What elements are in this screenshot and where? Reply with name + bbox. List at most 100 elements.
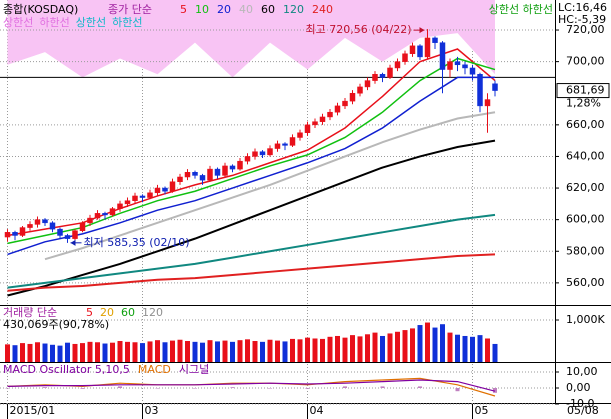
ma-line	[7, 57, 496, 245]
oscillator-bar	[493, 388, 497, 393]
volume-bar	[72, 343, 78, 362]
volume-bar	[395, 331, 400, 362]
annotation: 최저 585,35 (02/10)	[84, 236, 190, 249]
volume-bar	[80, 343, 85, 362]
candle-body	[319, 116, 326, 122]
volume-bar	[170, 340, 175, 362]
oscillator-bar	[43, 387, 47, 388]
candle-body	[57, 228, 63, 236]
ma-line	[7, 253, 496, 292]
candle-body	[349, 92, 356, 102]
candle-body	[364, 80, 371, 88]
candle-body	[27, 224, 33, 228]
candle-body	[342, 100, 348, 107]
legend-label: 20	[217, 3, 231, 16]
volume-bar	[357, 336, 363, 362]
macd-title: MACD Oscillator 5,10,5	[3, 363, 130, 376]
x-tick-label: 04	[310, 404, 324, 417]
ma-line	[7, 139, 496, 297]
last-price-box	[556, 83, 610, 99]
annotation: 최고 720,56 (04/22)	[305, 23, 411, 36]
candle-body	[184, 172, 191, 178]
volume-bar	[117, 341, 123, 362]
y-tick-label: -10,0	[566, 397, 594, 410]
band-label: 하한선	[39, 15, 69, 29]
legend-label: 시그널	[179, 363, 209, 376]
volume-bar	[410, 328, 415, 362]
candle-body	[252, 151, 258, 157]
legend-label: 5	[86, 306, 93, 319]
candle-body	[394, 61, 401, 69]
candle-body	[454, 61, 461, 66]
legend-label: 60	[261, 3, 275, 16]
candle-body	[199, 175, 206, 181]
volume-bar	[222, 340, 228, 362]
candle-body	[222, 165, 228, 176]
volume-bar	[185, 341, 190, 362]
band-label: 상한선	[76, 16, 106, 29]
y-tick-label: 10,00	[566, 365, 598, 378]
volume-bar	[147, 341, 153, 362]
volume-bar	[177, 339, 183, 362]
volume-last: 430,069주(90,78%)	[3, 318, 109, 331]
candle-body	[132, 195, 138, 201]
volume-bar	[192, 341, 198, 362]
ma-label: 종가 단순	[108, 3, 152, 16]
candle-body	[439, 42, 446, 70]
legend-label: 10	[195, 3, 209, 16]
oscillator-bar	[305, 388, 310, 389]
candle-body	[372, 74, 378, 81]
y-tick-label: 1,000K	[566, 313, 605, 326]
candle-body	[214, 168, 221, 176]
candle-body	[169, 181, 176, 192]
volume-bar	[140, 343, 145, 362]
volume-bar	[87, 341, 93, 362]
volume-bar	[492, 343, 498, 362]
legend-label: 120	[283, 3, 304, 16]
volume-bar	[327, 336, 333, 362]
y-tick-label: 700,00	[566, 55, 605, 68]
volume-bar	[110, 342, 115, 362]
y-tick-label: 620,00	[566, 181, 605, 194]
ma-line	[7, 76, 495, 256]
candle-body	[447, 61, 453, 70]
volume-bar	[365, 334, 370, 362]
y-tick-label: 640,00	[566, 149, 605, 162]
candle-body	[379, 74, 386, 78]
band-label: 상한선 하한선	[489, 2, 553, 16]
candle-body	[124, 200, 131, 205]
oscillator-bar	[118, 386, 122, 388]
volume-bar	[335, 335, 340, 362]
y-tick-label: 660,00	[566, 118, 605, 131]
candle-body	[87, 217, 93, 224]
oscillator-bar	[418, 386, 422, 388]
candle-body	[334, 105, 341, 113]
volume-bar	[252, 341, 258, 362]
candle-body	[102, 213, 108, 216]
volume-bar	[312, 338, 318, 362]
volume-bar	[132, 342, 138, 362]
legend-label: 5	[180, 3, 187, 16]
candle-body	[42, 219, 48, 224]
volume-bar	[432, 327, 438, 362]
volume-bar	[402, 330, 408, 362]
volume-bar	[485, 338, 490, 362]
volume-bar	[245, 339, 250, 362]
candle-body	[327, 111, 333, 118]
volume-bar	[267, 339, 273, 362]
oscillator-bar	[343, 386, 347, 388]
candle-body	[94, 213, 101, 219]
x-tick-label: 05	[475, 404, 489, 417]
volume-bar	[387, 333, 393, 362]
candle-body	[274, 143, 281, 149]
candle-body	[229, 165, 236, 170]
volume-bar	[237, 340, 243, 362]
legend-label: 240	[312, 3, 333, 16]
volume-bar	[35, 342, 40, 362]
candle-body	[147, 192, 153, 198]
volume-bar	[425, 322, 430, 362]
y-tick-label: 0,00	[566, 381, 591, 394]
annotation-arrowhead	[70, 239, 76, 246]
volume-bar	[320, 338, 325, 362]
